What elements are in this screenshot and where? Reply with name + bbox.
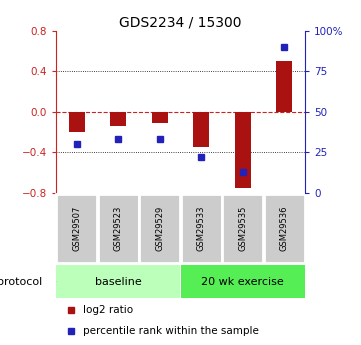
Bar: [69, 112, 84, 132]
Text: GSM29535: GSM29535: [238, 206, 247, 251]
Text: GSM29536: GSM29536: [280, 206, 289, 251]
Title: GDS2234 / 15300: GDS2234 / 15300: [119, 16, 242, 30]
Text: protocol: protocol: [0, 277, 42, 287]
Bar: [152, 112, 168, 123]
Bar: [277, 61, 292, 112]
Text: baseline: baseline: [95, 277, 142, 287]
Text: log2 ratio: log2 ratio: [83, 305, 134, 315]
Text: percentile rank within the sample: percentile rank within the sample: [83, 326, 259, 336]
Bar: [139, 194, 180, 263]
Bar: [56, 194, 97, 263]
Bar: [235, 112, 251, 188]
Bar: [264, 194, 305, 263]
Text: GSM29533: GSM29533: [197, 206, 206, 251]
Bar: [222, 194, 263, 263]
Bar: [56, 265, 180, 298]
Bar: [181, 194, 222, 263]
Bar: [193, 112, 209, 147]
Text: 20 wk exercise: 20 wk exercise: [201, 277, 284, 287]
Bar: [110, 112, 126, 126]
Bar: [181, 265, 305, 298]
Text: GSM29523: GSM29523: [114, 206, 123, 251]
Text: GSM29529: GSM29529: [155, 206, 164, 251]
Text: GSM29507: GSM29507: [72, 206, 81, 251]
Bar: [98, 194, 139, 263]
Polygon shape: [47, 269, 56, 294]
